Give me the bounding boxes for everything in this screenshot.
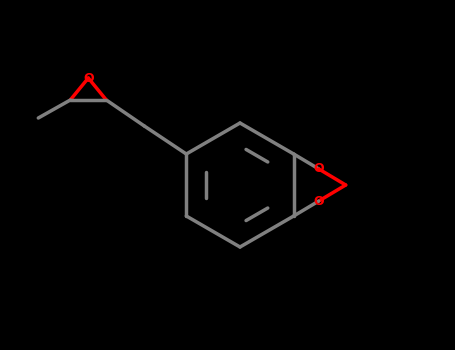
Text: O: O [83,71,94,84]
Text: O: O [313,162,324,175]
Text: O: O [313,195,324,208]
